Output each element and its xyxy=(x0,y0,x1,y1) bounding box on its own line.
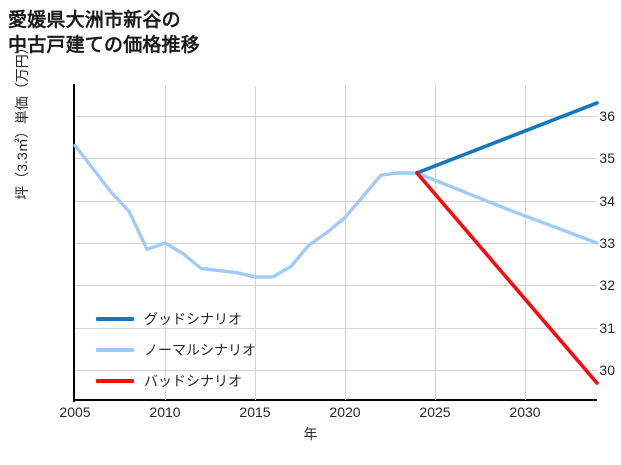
gridline-horizontal xyxy=(75,158,597,160)
x-tick-2005: 2005 xyxy=(59,404,91,420)
x-tick-2030: 2030 xyxy=(509,404,541,420)
x-tick-2020: 2020 xyxy=(329,404,361,420)
legend-swatch-normal xyxy=(96,348,134,352)
y-tick-32: 32 xyxy=(599,277,615,294)
gridline-horizontal xyxy=(75,200,597,202)
x-tick-2025: 2025 xyxy=(419,404,451,420)
chart-title: 愛媛県大洲市新谷の 中古戸建ての価格推移 xyxy=(8,10,201,57)
legend-item-good[interactable]: グッドシナリオ xyxy=(96,310,256,328)
gridline-horizontal xyxy=(75,243,597,244)
y-tick-30: 30 xyxy=(599,362,615,379)
y-tick-35: 35 xyxy=(599,150,615,167)
gridline-vertical xyxy=(435,86,436,400)
legend-item-normal[interactable]: ノーマルシナリオ xyxy=(96,341,256,359)
legend-swatch-bad xyxy=(96,379,134,383)
gridline-horizontal xyxy=(75,327,597,329)
legend-label-good: グッドシナリオ xyxy=(144,311,242,327)
y-axis-label: 坪（3.3㎡）単価（万円） xyxy=(14,40,30,200)
y-tick-34: 34 xyxy=(599,192,615,209)
y-tick-36: 36 xyxy=(599,107,615,124)
gridline-horizontal xyxy=(75,115,597,117)
y-tick-33: 33 xyxy=(599,235,615,251)
gridline-vertical xyxy=(345,86,346,400)
x-axis-label: 年 xyxy=(303,426,318,442)
x-tick-2015: 2015 xyxy=(239,404,271,420)
legend-swatch-good xyxy=(96,317,134,321)
gridline-vertical xyxy=(525,86,526,400)
gridline-horizontal xyxy=(75,285,597,287)
legend-label-normal: ノーマルシナリオ xyxy=(144,342,256,358)
legend-item-bad[interactable]: バッドシナリオ xyxy=(96,372,256,390)
x-tick-2010: 2010 xyxy=(149,404,181,420)
x-axis-spine xyxy=(73,399,597,401)
chart-legend: グッドシナリオ ノーマルシナリオ バッドシナリオ xyxy=(96,310,256,390)
gridline-horizontal xyxy=(75,370,597,372)
y-tick-31: 31 xyxy=(599,319,615,336)
legend-label-bad: バッドシナリオ xyxy=(144,373,242,389)
